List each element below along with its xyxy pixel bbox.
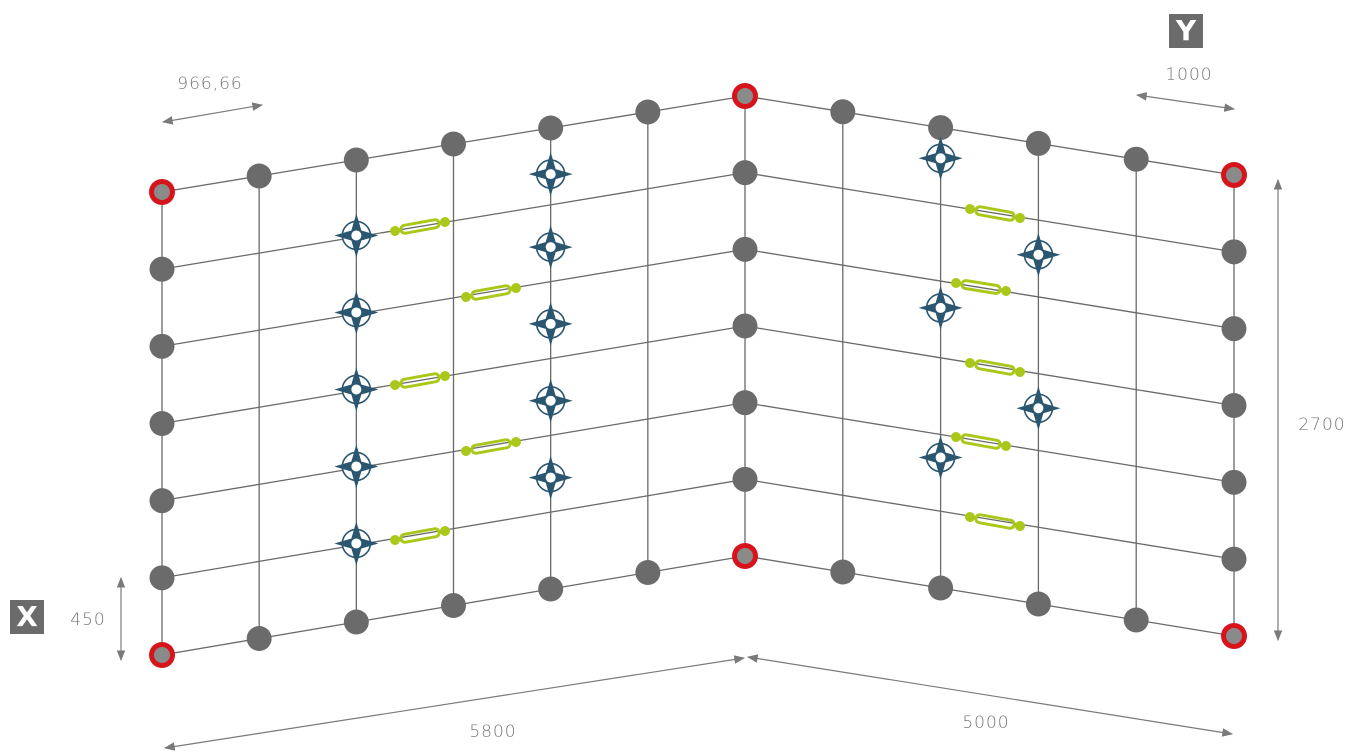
dim-line-length-left <box>163 655 746 751</box>
corner-post-node <box>1226 167 1242 183</box>
anchor-icon <box>1016 232 1061 277</box>
turnbuckles <box>390 204 1025 545</box>
grid-horizontal-line <box>161 248 1235 347</box>
anchors <box>334 136 1061 566</box>
grid-node <box>732 390 758 416</box>
grid-node <box>246 626 272 651</box>
dim-line-spacing-right <box>1135 92 1236 112</box>
grid-node <box>1221 239 1247 265</box>
anchor-icon <box>528 225 573 270</box>
grid-horizontal-line <box>161 402 1235 502</box>
grid-node <box>149 411 175 436</box>
dimension-lines <box>116 92 1283 751</box>
dim-label-length-left: 5800 <box>469 722 516 742</box>
anchor-icon <box>334 444 379 489</box>
grid-node <box>441 131 466 157</box>
grid-node <box>149 333 175 359</box>
corner-post-node <box>737 548 753 564</box>
grid-node <box>343 147 369 173</box>
grid-node <box>1025 130 1051 156</box>
anchor-icon <box>334 521 379 566</box>
turnbuckle-icon <box>461 282 521 302</box>
x-axis-badge: X <box>10 600 44 634</box>
grid-node <box>1221 393 1247 418</box>
grid-node <box>343 609 369 635</box>
grid-horizontal-line <box>161 95 1235 193</box>
anchor-icon <box>918 136 963 181</box>
anchor-icon <box>1016 386 1061 431</box>
grid-node <box>1123 607 1149 633</box>
grid-node <box>830 559 856 585</box>
corner-post-node <box>154 184 170 200</box>
grid-node <box>149 565 175 591</box>
grid-node <box>732 160 758 186</box>
grid-node <box>732 466 758 492</box>
dim-label-length-right: 5000 <box>962 713 1009 733</box>
turnbuckle-icon <box>965 358 1025 378</box>
grid-node <box>538 576 564 602</box>
grid-node <box>246 163 272 189</box>
dim-label-height: 2700 <box>1298 415 1345 435</box>
anchor-icon <box>334 213 379 258</box>
dim-line-length-right <box>746 654 1234 737</box>
anchor-icon <box>334 290 379 335</box>
grid-node <box>830 99 856 125</box>
grid-node <box>1123 146 1149 172</box>
grid-node <box>1221 316 1247 342</box>
grid-lines <box>161 95 1235 656</box>
turnbuckle-icon <box>965 512 1025 532</box>
anchor-icon <box>918 285 963 330</box>
grid-node <box>1221 546 1247 572</box>
dim-label-spacing-right: 1000 <box>1165 65 1212 85</box>
corner-post-node <box>737 88 753 104</box>
turnbuckle-icon <box>965 204 1025 224</box>
grid-node <box>538 115 564 141</box>
anchor-icon <box>918 435 963 480</box>
grid-node <box>149 488 175 514</box>
grid-horizontal-line <box>161 325 1235 425</box>
grid-horizontal-line <box>161 555 1235 656</box>
corner-post-node <box>154 647 170 663</box>
grid-node <box>1221 469 1247 495</box>
grid-horizontal-line <box>161 172 1235 270</box>
turnbuckle-icon <box>951 278 1012 296</box>
grid-node <box>441 593 466 618</box>
anchor-icon <box>528 301 573 346</box>
grid-node <box>928 575 954 601</box>
turnbuckle-icon <box>951 432 1011 452</box>
dim-line-spacing-left <box>161 102 264 125</box>
dim-label-bottom-offset: 450 <box>70 610 105 630</box>
grid-node <box>928 115 954 141</box>
y-axis-badge: Y <box>1169 14 1203 48</box>
dim-label-spacing-left: 966,66 <box>177 74 242 94</box>
grid-node <box>149 256 175 282</box>
grid-node <box>732 313 758 339</box>
turnbuckle-icon <box>461 436 521 456</box>
turnbuckle-icon <box>390 370 450 390</box>
grid-horizontal-line <box>161 478 1235 579</box>
anchor-icon <box>528 152 573 197</box>
anchor-icon <box>528 455 573 500</box>
anchor-icon <box>528 378 573 423</box>
anchor-icon <box>334 367 379 412</box>
grid-node <box>635 99 661 125</box>
corner-post-node <box>1226 628 1242 644</box>
grid-nodes <box>149 83 1247 668</box>
grid-node <box>1025 591 1051 617</box>
turnbuckle-icon <box>390 216 450 236</box>
grid-node <box>635 560 661 585</box>
grid-node <box>732 236 758 262</box>
turnbuckle-icon <box>390 525 450 545</box>
